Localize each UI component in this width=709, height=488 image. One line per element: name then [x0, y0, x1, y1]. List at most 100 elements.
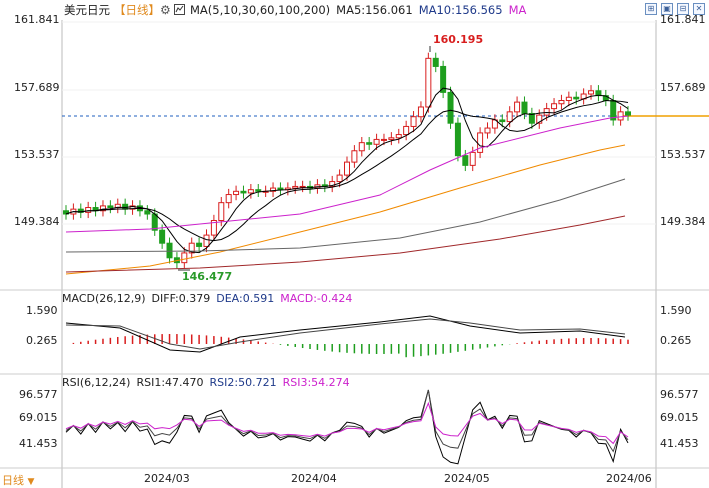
ma10-line	[65, 99, 629, 242]
candle-body	[551, 103, 558, 110]
rsi1-value: RSI1:47.470	[136, 376, 204, 389]
candle-body	[454, 122, 461, 157]
image-icon[interactable]: ▣	[661, 3, 673, 15]
candle-body	[181, 252, 188, 264]
candle-body	[565, 96, 572, 102]
rsi-legend-title: RSI(6,12,24)	[62, 376, 131, 389]
candle-body	[469, 151, 476, 166]
macd-legend: MACD(26,12,9) DIFF:0.379 DEA:0.591 MACD:-0.…	[62, 292, 358, 305]
ma10-value: MA10:156.565	[418, 3, 503, 17]
rsi-axis-left-2: 69.015	[19, 411, 58, 424]
candle-body	[617, 111, 624, 121]
macd-diff-line	[65, 315, 626, 353]
candle-body	[107, 205, 114, 209]
x-label-2024-04: 2024/04	[291, 472, 337, 485]
candle-body	[210, 219, 217, 236]
ma30-line	[65, 115, 629, 233]
candle-body	[625, 111, 631, 116]
candle-body	[85, 207, 92, 213]
price-axis-left-4: 149.384	[14, 215, 60, 228]
candle-body	[151, 213, 158, 231]
candle-body	[351, 150, 358, 163]
macd-axis-left-1: 1.590	[26, 304, 58, 317]
ma5-line	[65, 87, 629, 254]
period-tab[interactable]: 日线 ▼	[2, 472, 34, 488]
x-label-2024-06: 2024/06	[606, 472, 652, 485]
ma-legend-title: MA(5,10,30,60,100,200)	[190, 3, 331, 17]
candle-body	[292, 185, 299, 189]
candle-body	[329, 181, 336, 187]
candle-body	[203, 234, 210, 247]
candle-body	[240, 190, 247, 194]
grid-icon[interactable]: ⊞	[645, 3, 657, 15]
price-axis-right-4: 149.384	[660, 215, 706, 228]
candle-body	[447, 91, 454, 124]
candle-body	[528, 112, 535, 124]
candle-body	[588, 90, 595, 95]
candle-body	[247, 189, 254, 194]
candle-body	[233, 190, 240, 196]
ma-legend: MA(5,10,30,60,100,200) MA5:156.061 MA10:15…	[190, 0, 526, 20]
rsi3-value: RSI3:54.274	[282, 376, 350, 389]
macd-legend-title: MACD(26,12,9)	[62, 292, 146, 305]
chevron-down-icon: ▼	[27, 477, 35, 487]
candle-body	[144, 210, 151, 215]
macd-axis-right-2: 0.265	[660, 334, 692, 347]
close-icon[interactable]: ✕	[693, 3, 705, 15]
ma100-line	[65, 178, 626, 253]
rsi2-value: RSI2:50.721	[209, 376, 277, 389]
candle-body	[499, 119, 506, 123]
candle-body	[336, 174, 343, 183]
candle-body	[536, 114, 543, 124]
candle-body	[99, 205, 106, 212]
rsi3-line	[65, 401, 629, 445]
ma-toggle-icon[interactable]	[174, 4, 185, 15]
price-axis-left-3: 153.537	[14, 148, 60, 161]
candle-body	[373, 138, 380, 145]
period-selector[interactable]: 【日线】	[114, 3, 160, 17]
candle-body	[573, 96, 580, 100]
price-axis-right-3: 153.537	[660, 148, 706, 161]
candle-body	[417, 106, 424, 118]
candle-body	[225, 194, 232, 204]
candle-body	[514, 101, 521, 113]
rsi-axis-left-1: 96.577	[19, 388, 58, 401]
price-axis-left-2: 157.689	[14, 81, 60, 94]
candle-body	[410, 116, 417, 127]
rsi2-line	[65, 389, 629, 453]
rsi-axis-right-2: 69.015	[660, 411, 699, 424]
candle-body	[395, 134, 402, 139]
candle-body	[425, 57, 432, 108]
candle-body	[477, 132, 484, 153]
candle-body	[218, 202, 225, 221]
x-label-2024-05: 2024/05	[444, 472, 490, 485]
window-buttons: ⊞ ▣ ⊟ ✕	[645, 3, 705, 15]
candle-body	[77, 208, 84, 213]
rsi-legend: RSI(6,12,24) RSI1:47.470 RSI2:50.721 RSI3:5…	[62, 376, 356, 389]
macd-dea-value: DEA:0.591	[216, 292, 275, 305]
candle-body	[188, 242, 195, 254]
low-annotation: 146.477	[182, 270, 233, 283]
candle-body	[196, 242, 203, 247]
settings-icon[interactable]: ⊟	[677, 3, 689, 15]
candle-body	[166, 242, 173, 259]
candle-body	[255, 189, 262, 192]
high-annotation: 160.195	[433, 33, 484, 46]
candle-body	[543, 108, 550, 116]
rsi1-line	[65, 389, 629, 465]
rsi-axis-right-1: 96.577	[660, 388, 699, 401]
price-axis-left-1: 161.841	[14, 13, 60, 26]
ma-more-label: MA	[508, 3, 527, 17]
candle-body	[159, 229, 166, 244]
candle-body	[344, 161, 350, 176]
ma5-value: MA5:156.061	[336, 3, 413, 17]
candle-body	[380, 138, 387, 141]
candle-body	[403, 125, 410, 136]
candle-body	[432, 57, 439, 67]
settings-gear-icon[interactable]: ⚙	[160, 3, 171, 17]
ma200-line	[65, 215, 626, 273]
macd-dea-line	[65, 318, 626, 350]
macd-diff-value: DIFF:0.379	[151, 292, 211, 305]
candle-body	[521, 101, 528, 114]
